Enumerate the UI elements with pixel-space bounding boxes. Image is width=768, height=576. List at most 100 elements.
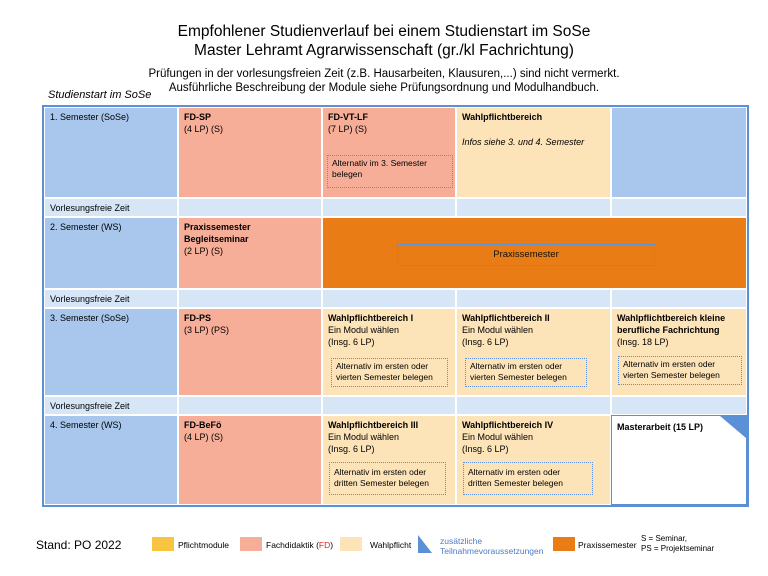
module-name: Wahlpflichtbereich xyxy=(462,112,543,122)
legend-abbr-line: PS = Projektseminar xyxy=(641,544,715,553)
module-fd-befo: FD-BeFö (4 LP) (S) xyxy=(178,415,322,505)
legend-swatch-zusatz-icon xyxy=(418,535,432,553)
note-line: Alternativ im ersten oder xyxy=(468,467,561,477)
legend-zusatz-line: zusätzliche xyxy=(440,536,483,546)
module-masterarbeit: Masterarbeit (15 LP) xyxy=(611,415,747,505)
alternative-note: Alternativ im ersten oder dritten Semest… xyxy=(463,462,593,495)
legend-fachdidaktik: Fachdidaktik (FD) xyxy=(266,540,333,550)
module-name: Masterarbeit (15 LP) xyxy=(617,422,704,432)
alternative-note: Alternativ im ersten oder vierten Semest… xyxy=(465,358,587,387)
break-cell xyxy=(322,198,456,217)
module-info: Infos siehe 3. und 4. Semester xyxy=(462,137,585,147)
module-name: Wahlpflichtbereich IV xyxy=(462,420,554,430)
module-credits: (4 LP) (S) xyxy=(184,432,224,442)
legend-swatch-pflicht xyxy=(152,537,174,551)
note-line: Alternativ im 3. Semester xyxy=(332,158,427,168)
break-cell xyxy=(178,289,322,308)
row-label-break3: Vorlesungsfreie Zeit xyxy=(44,396,178,415)
row-label-sem3: 3. Semester (SoSe) xyxy=(44,308,178,396)
module-wp-sem1: Wahlpflichtbereich Infos siehe 3. und 4.… xyxy=(456,107,611,198)
module-name-cont: berufliche Fachrichtung xyxy=(617,325,720,335)
alternative-note: Alternativ im ersten oder dritten Semest… xyxy=(329,462,446,495)
row-label-break2: Vorlesungsfreie Zeit xyxy=(44,289,178,308)
break-cell xyxy=(611,396,747,415)
note-line: Alternativ im ersten oder xyxy=(623,359,716,369)
module-name: FD-PS xyxy=(184,313,211,323)
break-cell xyxy=(178,396,322,415)
praxissemester-block: Praxissemester xyxy=(322,217,747,289)
legend-fd-abbr: FD xyxy=(318,540,331,550)
module-wp1: Wahlpflichtbereich I Ein Modul wählen (I… xyxy=(322,308,456,396)
module-credits: (7 LP) (S) xyxy=(328,124,368,134)
break-cell xyxy=(611,198,747,217)
module-credits: (2 LP) (S) xyxy=(184,246,224,256)
page-title: Empfohlener Studienverlauf bei einem Stu… xyxy=(177,23,591,40)
module-name: FD-BeFö xyxy=(184,420,222,430)
module-credits: (Insg. 6 LP) xyxy=(328,337,375,347)
module-name-cont: Begleitseminar xyxy=(184,234,249,244)
page-subtitle: Master Lehramt Agrarwissenschaft (gr./kl… xyxy=(194,42,574,59)
note-line: vierten Semester belegen xyxy=(470,372,567,382)
module-credits: (Insg. 6 LP) xyxy=(328,444,375,454)
module-credits: (Insg. 18 LP) xyxy=(617,337,669,347)
module-praxis-begleitseminar: Praxissemester Begleitseminar (2 LP) (S) xyxy=(178,217,322,289)
note-line: Alternativ im ersten oder xyxy=(470,361,563,371)
legend-zusatz: zusätzliche Teilnahmevoraussetzungen xyxy=(440,536,543,556)
alternative-note: Alternativ im ersten oder vierten Semest… xyxy=(618,356,742,385)
break-cell xyxy=(456,289,611,308)
module-wp-kleine-fachrichtung: Wahlpflichtbereich kleine berufliche Fac… xyxy=(611,308,747,396)
module-name: Praxissemester xyxy=(184,222,251,232)
legend-wahlpflicht: Wahlpflicht xyxy=(370,540,412,550)
note-line: dritten Semester belegen xyxy=(468,478,563,488)
row-label-sem2: 2. Semester (WS) xyxy=(44,217,178,289)
module-line: Ein Modul wählen xyxy=(462,432,534,442)
note-exams: Prüfungen in der vorlesungsfreien Zeit (… xyxy=(148,68,620,80)
prerequisite-marker-icon xyxy=(720,416,746,438)
legend-fachdidaktik-text: Fachdidaktik ( xyxy=(266,540,319,550)
module-wp3: Wahlpflichtbereich III Ein Modul wählen … xyxy=(322,415,456,505)
break-cell xyxy=(611,289,747,308)
module-line: Ein Modul wählen xyxy=(328,325,400,335)
module-name: Wahlpflichtbereich III xyxy=(328,420,419,430)
legend-swatch-praxissemester xyxy=(553,537,575,551)
legend-swatch-wahlpflicht xyxy=(340,537,362,551)
start-label: Studienstart im SoSe xyxy=(48,89,152,101)
note-line: belegen xyxy=(332,169,363,179)
module-line: Ein Modul wählen xyxy=(328,432,400,442)
module-name: FD-VT-LF xyxy=(328,112,368,122)
note-line: Alternativ im ersten oder xyxy=(334,467,427,477)
module-wp4: Wahlpflichtbereich IV Ein Modul wählen (… xyxy=(456,415,611,505)
note-line: vierten Semester belegen xyxy=(336,372,433,382)
alternative-note: Alternativ im 3. Semester belegen xyxy=(327,155,453,188)
module-credits: (4 LP) (S) xyxy=(184,124,224,134)
note-description: Ausführliche Beschreibung der Module sie… xyxy=(168,82,600,94)
module-fd-sp: FD-SP (4 LP) (S) xyxy=(178,107,322,198)
legend-fachdidaktik-close: ) xyxy=(330,540,334,550)
row-label-sem4: 4. Semester (WS) xyxy=(44,415,178,505)
module-credits: (Insg. 6 LP) xyxy=(462,337,509,347)
legend-abbreviations: S = Seminar, PS = Projektseminar xyxy=(641,534,714,554)
module-line: Ein Modul wählen xyxy=(462,325,534,335)
module-name: Wahlpflichtbereich kleine xyxy=(617,313,726,323)
module-credits: (3 LP) (PS) xyxy=(184,325,230,335)
break-cell xyxy=(456,396,611,415)
break-cell xyxy=(456,198,611,217)
legend-swatch-fachdidaktik xyxy=(240,537,262,551)
module-credits: (Insg. 6 LP) xyxy=(462,444,509,454)
empty-cell-sem1 xyxy=(611,107,747,198)
module-name: FD-SP xyxy=(184,112,211,122)
break-cell xyxy=(178,198,322,217)
module-fd-ps: FD-PS (3 LP) (PS) xyxy=(178,308,322,396)
module-fd-vt-lf: FD-VT-LF (7 LP) (S) Alternativ im 3. Sem… xyxy=(322,107,456,198)
module-wp2: Wahlpflichtbereich II Ein Modul wählen (… xyxy=(456,308,611,396)
legend-pflicht: Pflichtmodule xyxy=(178,540,230,550)
legend-zusatz-line: Teilnahmevoraussetzungen xyxy=(440,546,544,556)
praxissemester-label: Praxissemester xyxy=(397,244,655,266)
row-label-sem1: 1. Semester (SoSe) xyxy=(44,107,178,198)
note-line: Alternativ im ersten oder xyxy=(336,361,429,371)
legend-praxissemester: Praxissemester xyxy=(578,540,637,550)
row-label-break1: Vorlesungsfreie Zeit xyxy=(44,198,178,217)
module-name: Wahlpflichtbereich I xyxy=(328,313,414,323)
stand-label: Stand: PO 2022 xyxy=(36,538,122,552)
module-name: Wahlpflichtbereich II xyxy=(462,313,550,323)
